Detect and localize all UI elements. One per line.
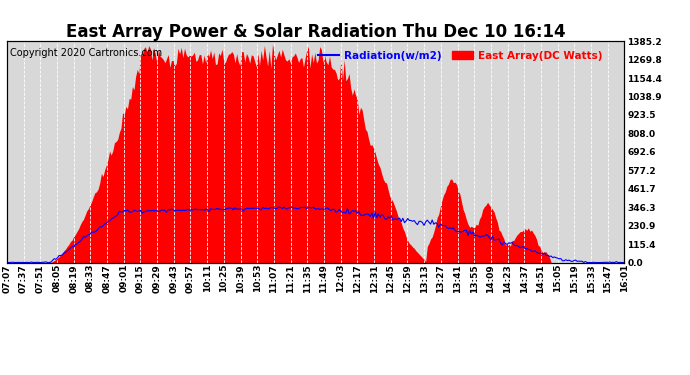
Text: Copyright 2020 Cartronics.com: Copyright 2020 Cartronics.com: [10, 48, 162, 58]
Legend: Radiation(w/m2), East Array(DC Watts): Radiation(w/m2), East Array(DC Watts): [314, 46, 607, 65]
Title: East Array Power & Solar Radiation Thu Dec 10 16:14: East Array Power & Solar Radiation Thu D…: [66, 23, 566, 41]
